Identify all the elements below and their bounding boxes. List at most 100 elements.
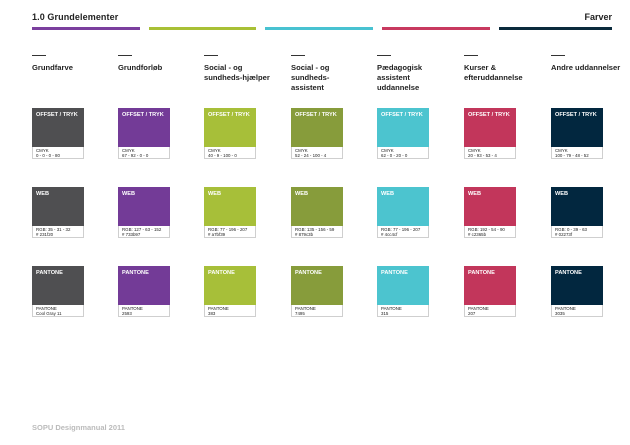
info-line-1: PANTONE <box>122 306 143 311</box>
color-swatch: OFFSET / TRYK <box>551 108 603 147</box>
info-line-1: PANTONE <box>468 306 489 311</box>
color-swatch: WEB <box>291 187 343 226</box>
swatch-info: CMYK 52 - 24 - 100 - 4 <box>291 147 343 159</box>
info-line-2: 7495 <box>295 311 305 316</box>
swatch-label: PANTONE <box>555 270 582 276</box>
color-bar-strip <box>32 27 612 31</box>
color-column: Grundfarve OFFSET / TRYK CMYK 0 - 0 - 0 - 8… <box>32 0 86 445</box>
info-line-2: # 4cc4cf <box>381 232 398 237</box>
info-line-2: 67 - 92 - 0 - 0 <box>122 153 149 158</box>
color-swatch: PANTONE <box>291 266 343 305</box>
swatch-label: OFFSET / TRYK <box>36 112 78 118</box>
color-swatch: PANTONE <box>32 266 84 305</box>
color-swatch: WEB <box>204 187 256 226</box>
swatch-info: RGB: 192 - 54 - 90 # c2365b <box>464 226 516 238</box>
info-line-2: 100 - 79 - 48 - 52 <box>555 153 589 158</box>
info-line-2: 52 - 24 - 100 - 4 <box>295 153 327 158</box>
swatch-label: PANTONE <box>295 270 322 276</box>
color-swatch: PANTONE <box>377 266 429 305</box>
swatch-label: PANTONE <box>208 270 235 276</box>
swatch-label: OFFSET / TRYK <box>468 112 510 118</box>
swatch-info: PANTONE 207 <box>464 305 516 317</box>
swatch-info: PANTONE 3035 <box>551 305 603 317</box>
color-column: Social - og sundheds-assistent OFFSET / T… <box>291 0 345 445</box>
color-card-pantone: PANTONE PANTONE 383 <box>204 266 256 317</box>
info-line-2: # 02273f <box>555 232 573 237</box>
color-swatch: OFFSET / TRYK <box>118 108 170 147</box>
color-swatch: WEB <box>551 187 603 226</box>
section-title: Farver <box>584 12 612 22</box>
color-card-offset: OFFSET / TRYK CMYK 62 - 0 - 20 - 0 <box>377 108 429 159</box>
info-line-2: # 879c3b <box>295 232 314 237</box>
color-column: Grundforløb OFFSET / TRYK CMYK 67 - 92 - 0 … <box>118 0 172 445</box>
page-title: 1.0 Grundelementer <box>32 12 119 22</box>
column-dash <box>32 55 46 56</box>
color-column: Andre uddannelser OFFSET / TRYK CMYK 100 - … <box>551 0 620 445</box>
color-card-offset: OFFSET / TRYK CMYK 100 - 79 - 48 - 52 <box>551 108 603 159</box>
swatch-label: WEB <box>555 191 569 197</box>
color-card-web: WEB RGB: 77 - 196 - 207 # a7bf39 <box>204 187 256 238</box>
color-bar-segment <box>382 27 490 30</box>
column-name: Pædagogisk assistent uddannelse <box>377 63 423 92</box>
color-card-web: WEB RGB: 192 - 54 - 90 # c2365b <box>464 187 516 238</box>
column-dash <box>551 55 565 56</box>
swatch-label: OFFSET / TRYK <box>555 112 597 118</box>
info-line-2: # c2365b <box>468 232 487 237</box>
color-bar-segment <box>265 27 373 30</box>
info-line-2: 383 <box>208 311 216 316</box>
color-swatch: OFFSET / TRYK <box>377 108 429 147</box>
swatch-info: RGB: 77 - 196 - 207 # 4cc4cf <box>377 226 429 238</box>
column-dash <box>291 55 305 56</box>
info-line-2: # 733b97 <box>122 232 141 237</box>
color-swatch: WEB <box>32 187 84 226</box>
color-bar-segment <box>499 27 612 30</box>
column-name: Grundforløb <box>118 63 163 72</box>
info-line-1: CMYK <box>555 148 568 153</box>
swatch-info: PANTONE 315 <box>377 305 429 317</box>
color-card-web: WEB RGB: 127 - 63 - 152 # 733b97 <box>118 187 170 238</box>
info-line-1: CMYK <box>468 148 481 153</box>
info-line-1: RGB: 35 - 31 - 32 <box>36 227 71 232</box>
color-swatch: OFFSET / TRYK <box>291 108 343 147</box>
swatch-label: PANTONE <box>122 270 149 276</box>
info-line-2: 2593 <box>122 311 132 316</box>
color-card-pantone: PANTONE PANTONE Cool Gray 11 <box>32 266 84 317</box>
swatch-label: OFFSET / TRYK <box>381 112 423 118</box>
swatch-info: CMYK 67 - 92 - 0 - 0 <box>118 147 170 159</box>
info-line-2: 62 - 0 - 20 - 0 <box>381 153 408 158</box>
color-card-offset: OFFSET / TRYK CMYK 0 - 0 - 0 - 80 <box>32 108 84 159</box>
column-name: Kurser & efteruddannelse <box>464 63 523 82</box>
info-line-1: RGB: 192 - 54 - 90 <box>468 227 505 232</box>
swatch-info: CMYK 62 - 0 - 20 - 0 <box>377 147 429 159</box>
color-swatch: WEB <box>377 187 429 226</box>
column-name: Grundfarve <box>32 63 73 72</box>
info-line-1: PANTONE <box>208 306 229 311</box>
color-card-pantone: PANTONE PANTONE 3035 <box>551 266 603 317</box>
color-swatch: PANTONE <box>204 266 256 305</box>
info-line-1: PANTONE <box>381 306 402 311</box>
swatch-label: WEB <box>381 191 395 197</box>
swatch-label: OFFSET / TRYK <box>295 112 337 118</box>
swatch-info: CMYK 20 - 93 - 53 - 4 <box>464 147 516 159</box>
color-swatch: PANTONE <box>464 266 516 305</box>
swatch-info: CMYK 100 - 79 - 48 - 52 <box>551 147 603 159</box>
color-card-pantone: PANTONE PANTONE 7495 <box>291 266 343 317</box>
color-swatch: WEB <box>464 187 516 226</box>
color-swatch: OFFSET / TRYK <box>464 108 516 147</box>
swatch-label: WEB <box>122 191 136 197</box>
color-column: Kurser & efteruddannelse OFFSET / TRYK CMY… <box>464 0 523 445</box>
info-line-1: PANTONE <box>36 306 57 311</box>
info-line-1: PANTONE <box>555 306 576 311</box>
info-line-2: 0 - 0 - 0 - 80 <box>36 153 60 158</box>
swatch-label: WEB <box>208 191 222 197</box>
color-column: Pædagogisk assistent uddannelse OFFSET / … <box>377 0 431 445</box>
info-line-2: 40 - 9 - 100 - 0 <box>208 153 237 158</box>
swatch-info: RGB: 35 - 31 - 32 # 231f20 <box>32 226 84 238</box>
swatch-info: RGB: 77 - 196 - 207 # a7bf39 <box>204 226 256 238</box>
swatch-info: RGB: 127 - 63 - 152 # 733b97 <box>118 226 170 238</box>
column-name: Andre uddannelser <box>551 63 621 72</box>
swatch-label: WEB <box>295 191 309 197</box>
swatch-label: PANTONE <box>381 270 408 276</box>
column-dash <box>204 55 218 56</box>
info-line-1: RGB: 77 - 196 - 207 <box>381 227 421 232</box>
